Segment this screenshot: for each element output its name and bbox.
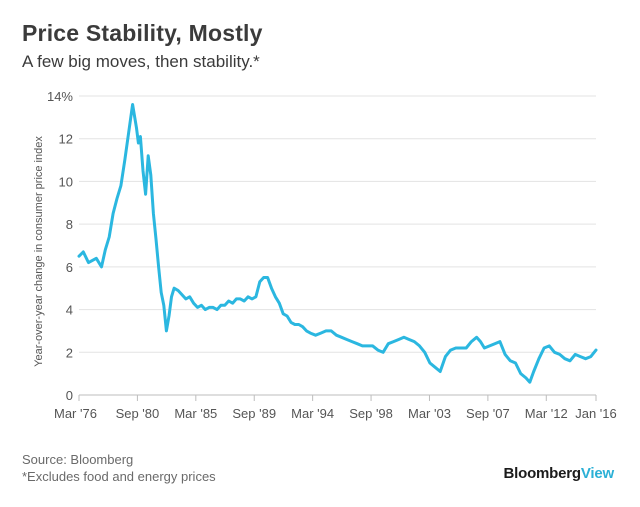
brand-logo-part2: View	[580, 465, 614, 482]
brand-logo-part1: Bloomberg	[503, 465, 582, 482]
y-axis-label: Year-over-year change in consumer price …	[33, 136, 45, 367]
x-tick-label: Sep '89	[232, 406, 276, 421]
x-tick-label: Jan '16	[575, 406, 617, 421]
y-tick-label: 14%	[47, 89, 73, 104]
chart-title: Price Stability, Mostly	[22, 20, 263, 46]
x-tick-label: Mar '85	[174, 406, 217, 421]
x-tick-label: Mar '76	[54, 406, 97, 421]
x-tick-label: Mar '12	[525, 406, 568, 421]
source-note: Source: Bloomberg	[22, 452, 134, 467]
y-tick-label: 4	[66, 303, 73, 318]
brand-logo: BloombergView	[504, 465, 615, 482]
y-tick-label: 10	[59, 174, 73, 189]
x-tick-label: Sep '98	[349, 406, 393, 421]
x-axis-ticks: Mar '76 Sep '80 Mar '85 Sep '89 Mar '94 Sep '…	[54, 395, 617, 421]
chart-subtitle: A few big moves, then stability.*	[22, 52, 260, 71]
x-tick-label: Mar '94	[291, 406, 334, 421]
y-tick-label: 8	[66, 217, 73, 232]
x-tick-label: Sep '07	[466, 406, 510, 421]
y-tick-label: 6	[66, 260, 73, 275]
y-tick-label: 0	[66, 388, 73, 403]
y-tick-label: 2	[66, 345, 73, 360]
x-tick-label: Mar '03	[408, 406, 451, 421]
y-tick-label: 12	[59, 132, 73, 147]
x-tick-label: Sep '80	[116, 406, 160, 421]
y-axis-ticks: 0 2 4 6 8 10 12 14%	[47, 89, 73, 403]
grid-lines	[79, 95, 596, 353]
footnote: *Excludes food and energy prices	[22, 469, 216, 484]
series-line-core-cpi	[77, 103, 598, 384]
